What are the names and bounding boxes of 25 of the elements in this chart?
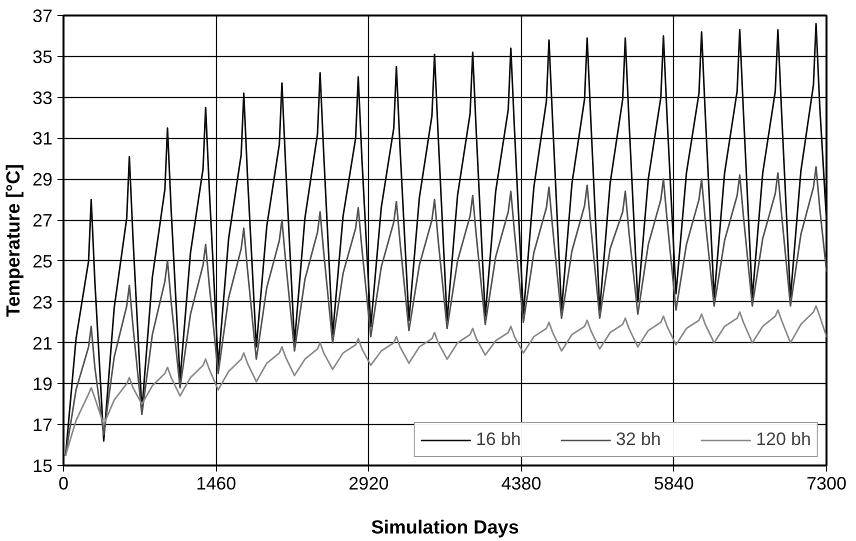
y-tick-label: 15 (32, 456, 53, 476)
x-tick-label: 5840 (654, 474, 694, 494)
x-tick-label: 4380 (501, 474, 542, 494)
y-axis-title: Temperature [°C] (3, 164, 24, 317)
x-tick-label: 2920 (348, 474, 389, 494)
y-tick-label: 37 (32, 6, 53, 26)
y-tick-label: 33 (32, 88, 53, 108)
x-axis-title: Simulation Days (371, 518, 519, 538)
y-tick-label: 35 (32, 46, 53, 67)
legend-label: 120 bh (756, 429, 811, 450)
y-tick-label: 19 (32, 374, 53, 394)
y-tick-label: 31 (32, 128, 53, 149)
y-tick-label: 25 (32, 251, 53, 272)
y-tick-label: 21 (32, 333, 53, 354)
y-tick-label: 29 (32, 170, 53, 190)
y-tick-label: 23 (32, 292, 53, 312)
y-tick-label: 17 (32, 415, 53, 436)
x-tick-label: 0 (58, 474, 69, 494)
x-tick-label: 1460 (196, 474, 236, 494)
x-tick-label: 7300 (806, 474, 847, 494)
line-series (64, 305, 826, 456)
y-tick-label: 27 (32, 210, 53, 231)
legend-label: 16 bh (476, 429, 521, 450)
legend-label: 32 bh (616, 429, 661, 450)
line-series (64, 166, 826, 456)
